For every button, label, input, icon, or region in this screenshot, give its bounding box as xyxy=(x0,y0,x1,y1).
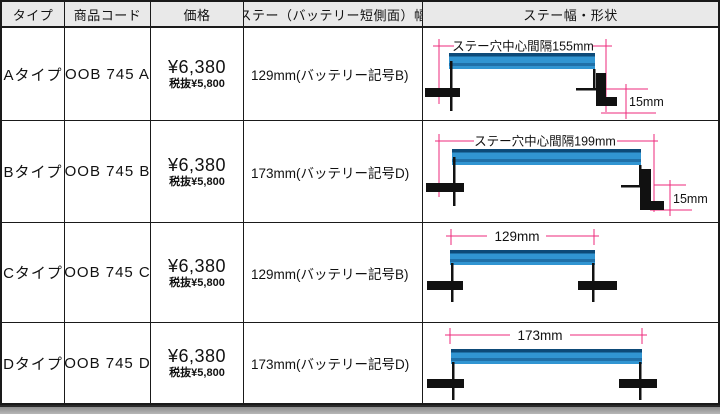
price-main: ¥6,380 xyxy=(167,255,227,276)
mounting-brackets xyxy=(427,362,657,400)
price-cell-b: ¥6,380 税抜¥5,800 xyxy=(151,121,244,223)
hole-distance-label: ステー穴中心間隔199mm xyxy=(474,134,616,149)
type-cell-d: Dタイプ xyxy=(2,323,65,403)
price-main: ¥6,380 xyxy=(167,346,227,367)
width-cell-c: 129mm(バッテリー記号B) xyxy=(244,223,423,323)
mounting-brackets xyxy=(426,157,664,210)
stay-diagram-flat-d: 173mm xyxy=(427,328,657,400)
price-cell-a: ¥6,380 税抜¥5,800 xyxy=(151,28,244,121)
price-main: ¥6,380 xyxy=(167,57,227,78)
drop-height-label: 15mm xyxy=(629,95,664,109)
price-note: 税抜¥5,800 xyxy=(169,78,225,91)
diagram-cell-b: ステー穴中心間隔199mm 15mm xyxy=(423,121,718,223)
mounting-brackets xyxy=(425,61,617,111)
hole-distance-label: ステー穴中心間隔155mm xyxy=(452,39,594,54)
header-stay-shape: ステー幅・形状 xyxy=(423,2,718,28)
type-cell-a: Aタイプ xyxy=(2,28,65,121)
diagram-cell-d: 173mm xyxy=(423,323,718,403)
header-price: 価格 xyxy=(151,2,244,28)
price-main: ¥6,380 xyxy=(167,154,227,175)
page-footer-strip xyxy=(0,405,720,414)
price-cell-c: ¥6,380 税抜¥5,800 xyxy=(151,223,244,323)
diagram-cell-c: 129mm xyxy=(423,223,718,323)
price-note: 税抜¥5,800 xyxy=(169,175,225,188)
type-cell-b: Bタイプ xyxy=(2,121,65,223)
stay-bar xyxy=(451,349,642,364)
code-cell-a: OOB 745 A xyxy=(65,28,151,121)
width-cell-a: 129mm(バッテリー記号B) xyxy=(244,28,423,121)
mounting-brackets xyxy=(427,263,617,302)
dimension-lines xyxy=(445,328,647,344)
price-note: 税抜¥5,800 xyxy=(169,276,225,289)
stay-bar xyxy=(449,53,595,69)
price-note: 税抜¥5,800 xyxy=(169,367,225,380)
code-cell-b: OOB 745 B xyxy=(65,121,151,223)
dimension-lines xyxy=(435,134,692,216)
width-label: 129mm xyxy=(494,229,539,244)
stay-diagram-flat-c: 129mm xyxy=(427,229,617,302)
width-cell-d: 173mm(バッテリー記号D) xyxy=(244,323,423,403)
diagram-cell-a: ステー穴中心間隔155mm 15mm xyxy=(423,28,718,121)
dimension-lines xyxy=(446,229,599,245)
type-cell-c: Cタイプ xyxy=(2,223,65,323)
header-stay-width: ステー（バッテリー短側面）幅 xyxy=(244,2,423,28)
header-type: タイプ xyxy=(2,2,65,28)
price-cell-d: ¥6,380 税抜¥5,800 xyxy=(151,323,244,403)
drop-height-label: 15mm xyxy=(673,192,708,206)
width-label: 173mm xyxy=(517,328,562,343)
stay-bar xyxy=(450,250,595,265)
header-code: 商品コード xyxy=(65,2,151,28)
code-cell-c: OOB 745 C xyxy=(65,223,151,323)
width-cell-b: 173mm(バッテリー記号D) xyxy=(244,121,423,223)
stay-bar xyxy=(452,149,641,165)
stay-diagram-stepped-a: ステー穴中心間隔155mm 15mm xyxy=(425,39,664,119)
stay-diagram-stepped-b: ステー穴中心間隔199mm 15mm xyxy=(426,134,708,216)
product-table: タイプ 商品コード 価格 ステー（バッテリー短側面）幅 ステー幅・形状 Aタイプ… xyxy=(0,0,720,405)
code-cell-d: OOB 745 D xyxy=(65,323,151,403)
